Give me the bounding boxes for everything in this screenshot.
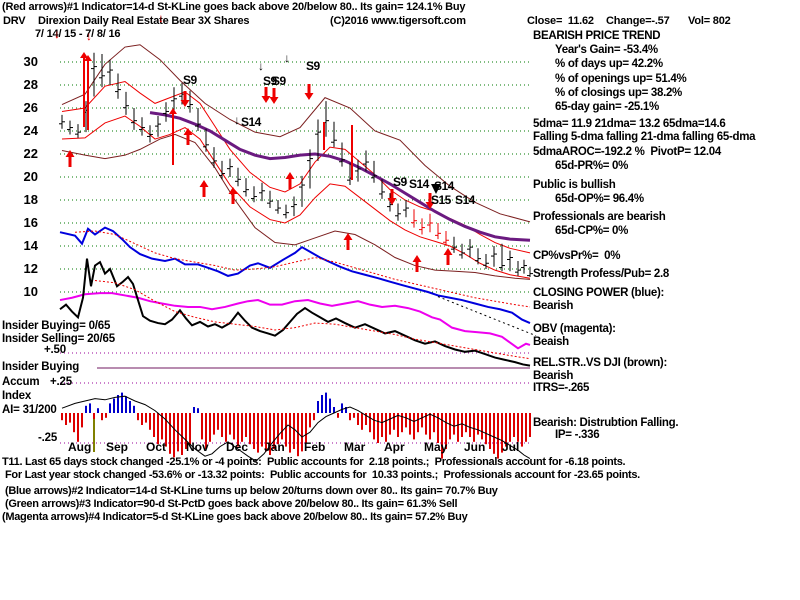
ma65-line (149, 111, 531, 242)
analysis-line: REL.STR..VS DJI (brown): (533, 357, 667, 369)
y-axis-tick: 30 (23, 54, 38, 69)
analysis-line: 65d-CP%= 0% (555, 225, 629, 237)
signal-arrows (65, 52, 453, 272)
red-down-arrow-icon: ↓ (158, 11, 164, 25)
analysis-line: Beaish (533, 336, 569, 348)
analysis-line: Year's Gain= -53.4% (555, 44, 658, 56)
signal-label: S14 (434, 179, 454, 193)
signal-label: S9 (393, 175, 407, 189)
legend-line: (Blue arrows)#2 Indicator=14-d St-KLine … (5, 485, 498, 497)
month-label: Sep (106, 440, 129, 454)
legend-line: (Magenta arrows)#4 Indicator=5-d St-KLin… (2, 511, 468, 523)
copyright: (C)2016 www.tigersoft.com (330, 15, 466, 27)
month-label: Apr (384, 440, 405, 454)
insider-label: Insider Buying (2, 361, 80, 373)
analysis-line: 65d-OP%= 96.4% (555, 193, 644, 205)
legend-line: (Green arrows)#3 Indicator=90-d St-PctD … (5, 498, 458, 510)
legend-line: T11. Last 65 days stock changed -25.1% o… (2, 456, 626, 468)
analysis-line: BEARISH PRICE TREND (533, 30, 661, 42)
month-label: Jul (502, 440, 520, 454)
down-arrow-icon: ↓ (403, 173, 409, 187)
candles (59, 52, 533, 278)
y-axis-tick: 24 (23, 123, 38, 138)
analysis-line: Falling 5-dma falling 21-dma falling 65-… (533, 131, 756, 143)
signal-label: S9 (183, 73, 197, 87)
change-value: Change=-.57 (606, 15, 670, 27)
down-arrow-icon: ↓ (234, 113, 240, 127)
analysis-line: Bearish (533, 370, 574, 382)
month-label: Aug (68, 440, 92, 454)
analysis-line: 5dma= 11.9 21dma= 13.2 65dma=14.6 (533, 118, 726, 130)
analysis-line: 5dmaAROC=-192.2 % PivotP= 12.04 (533, 146, 721, 158)
close-value: Close= 11.62 (527, 15, 594, 27)
insider-label: AI= 31/200 (2, 404, 57, 416)
signal-label: S15 (431, 193, 451, 207)
analysis-line: Bearish (533, 300, 574, 312)
signal-label: S9 (272, 74, 286, 88)
analysis-line: Public is bullish (533, 179, 616, 191)
legend-line: For Last year stock changed -53.6% or -1… (5, 469, 640, 481)
bands (61, 44, 531, 280)
insider-label: Index (2, 390, 32, 402)
analysis-line: Bearish: Distrubtion Falling. (533, 417, 679, 429)
analysis-line: CLOSING POWER (blue): (533, 287, 665, 299)
security-title: Direxion Daily Real Estate Bear 3X Share… (38, 15, 250, 27)
analysis-line: 65-day gain= -25.1% (555, 101, 659, 113)
month-label: Jan (264, 440, 285, 454)
insider-label: Insider Selling= 20/65 (2, 333, 115, 345)
month-label: Nov (186, 440, 209, 454)
analysis-line: % of days up= 42.2% (555, 58, 663, 70)
y-axis-tick: 18 (23, 192, 38, 207)
month-label: Oct (146, 440, 167, 454)
month-label: May (424, 440, 448, 454)
insider-label: Insider Buying= 0/65 (2, 320, 111, 332)
analysis-line: % of openings up= 51.4% (555, 73, 687, 85)
analysis-line: Strength Profess/Pub= 2.8 (533, 268, 669, 280)
signal-label: S14 (409, 177, 429, 191)
analysis-line: Professionals are bearish (533, 211, 666, 223)
closing-power-line (59, 226, 531, 324)
y-axis-tick: 16 (23, 215, 38, 230)
y-axis-tick: 14 (23, 238, 38, 253)
month-label: Feb (304, 440, 326, 454)
signal-label: S14 (455, 193, 475, 207)
month-label: Dec (226, 440, 249, 454)
insider-label: +.25 (50, 376, 72, 388)
analysis-line: CP%vsPr%= 0% (533, 250, 621, 262)
indicator1-header: (Red arrows)#1 Indicator=14-d St-KLine g… (2, 1, 466, 13)
date-range: 7/ 14/ 15 - 7/ 8/ 16 (35, 28, 121, 40)
rel-str-line (59, 258, 531, 367)
dotted-ma-lines (74, 230, 537, 360)
price-gridlines (60, 61, 530, 293)
red-down-arrow-icon: ↓ (54, 27, 60, 41)
signal-label: S14 (241, 115, 261, 129)
volume-value: Vol= 802 (688, 15, 731, 27)
y-axis-tick: 28 (23, 77, 38, 92)
analysis-line: OBV (magenta): (533, 323, 616, 335)
down-arrow-icon: ↓ (258, 59, 264, 73)
analysis-line: IP= -.336 (555, 429, 600, 441)
down-arrow-icon: ↓ (284, 51, 290, 65)
y-axis-tick: 26 (23, 100, 38, 115)
insider-label: +.50 (44, 344, 66, 356)
month-label: Mar (344, 440, 366, 454)
y-axis-tick: 20 (23, 169, 38, 184)
signal-label: S9 (306, 59, 320, 73)
y-axis-tick: 10 (23, 284, 38, 299)
obv-line (59, 292, 531, 350)
ai-panel (60, 352, 531, 462)
analysis-line: ITRS=-.265 (533, 382, 590, 394)
ticker-symbol: DRV (3, 15, 26, 27)
insider-label: -.25 (38, 432, 58, 444)
analysis-line: 65d-PR%= 0% (555, 160, 629, 172)
y-axis-tick: 12 (23, 261, 38, 276)
signal-label: S9 (263, 74, 277, 88)
analysis-line: % of closings up= 38.2% (555, 87, 682, 99)
insider-label: Accum (2, 376, 40, 388)
month-label: Jun (464, 440, 486, 454)
red-down-arrow-icon: ↓ (86, 29, 92, 43)
y-axis-tick: 22 (23, 146, 38, 161)
